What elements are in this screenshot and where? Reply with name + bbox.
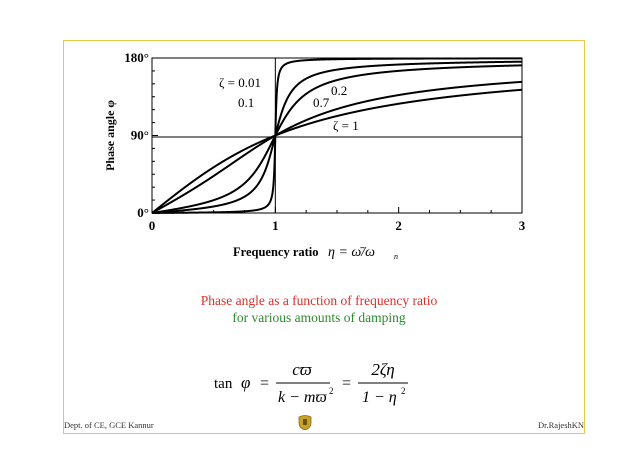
formula-denominator-1-exp: 2	[329, 386, 334, 396]
college-logo-icon	[298, 415, 312, 430]
phase-curve-2	[151, 64, 523, 214]
x-tick-label-2: 2	[395, 218, 402, 233]
series-label-4: ζ = 1	[333, 118, 359, 133]
x-axis-label-math: η = ω̄/ω	[328, 245, 375, 260]
y-tick-label-0: 0°	[137, 205, 149, 220]
phase-curve-1	[151, 60, 523, 214]
caption-line-2: for various amounts of damping	[232, 310, 406, 325]
formula-equals-1: =	[260, 375, 269, 392]
x-tick-label-1: 1	[272, 218, 279, 233]
caption-line-1: Phase angle as a function of frequency r…	[200, 293, 438, 308]
footer-author: Dr.RajeshKN	[538, 420, 585, 430]
formula-denominator-2-exp: 2	[401, 386, 406, 396]
phase-formula: tan φ = cϖ k − mϖ 2 = 2ζη 1 − η 2	[214, 360, 408, 406]
y-tick-label-180: 180°	[124, 50, 149, 65]
formula-denominator-1: k − mϖ	[278, 389, 327, 406]
y-axis-label: Phase angle φ	[103, 100, 117, 171]
formula-tan: tan	[214, 376, 233, 392]
slide-frame	[63, 40, 585, 434]
formula-phi: φ	[241, 373, 250, 392]
series-label-1: 0.1	[238, 95, 254, 110]
series-label-2: 0.2	[331, 83, 347, 98]
phase-curve-0	[151, 57, 523, 214]
phase-curve-3	[151, 80, 523, 214]
series-label-3: 0.7	[313, 95, 330, 110]
formula-numerator-1: cϖ	[292, 360, 312, 379]
phase-curve-4	[151, 88, 523, 214]
formula-equals-2: =	[342, 375, 351, 392]
phase-angle-chart: 0 1 2 3 0° 90° 180° Phase angle φ Frequency rati…	[103, 50, 526, 261]
x-axis-label: Frequency ratio	[233, 245, 319, 259]
x-tick-label-3: 3	[519, 218, 526, 233]
x-tick-label-0: 0	[149, 218, 156, 233]
plot-area-frame	[151, 57, 523, 214]
footer-department: Dept. of CE, GCE Kannur	[64, 420, 154, 430]
x-axis-label-subscript: n	[394, 252, 398, 261]
formula-numerator-2: 2ζη	[371, 360, 394, 379]
formula-denominator-2: 1 − η	[362, 389, 397, 406]
y-tick-label-90: 90°	[131, 128, 149, 143]
series-label-0: ζ = 0.01	[219, 75, 261, 90]
